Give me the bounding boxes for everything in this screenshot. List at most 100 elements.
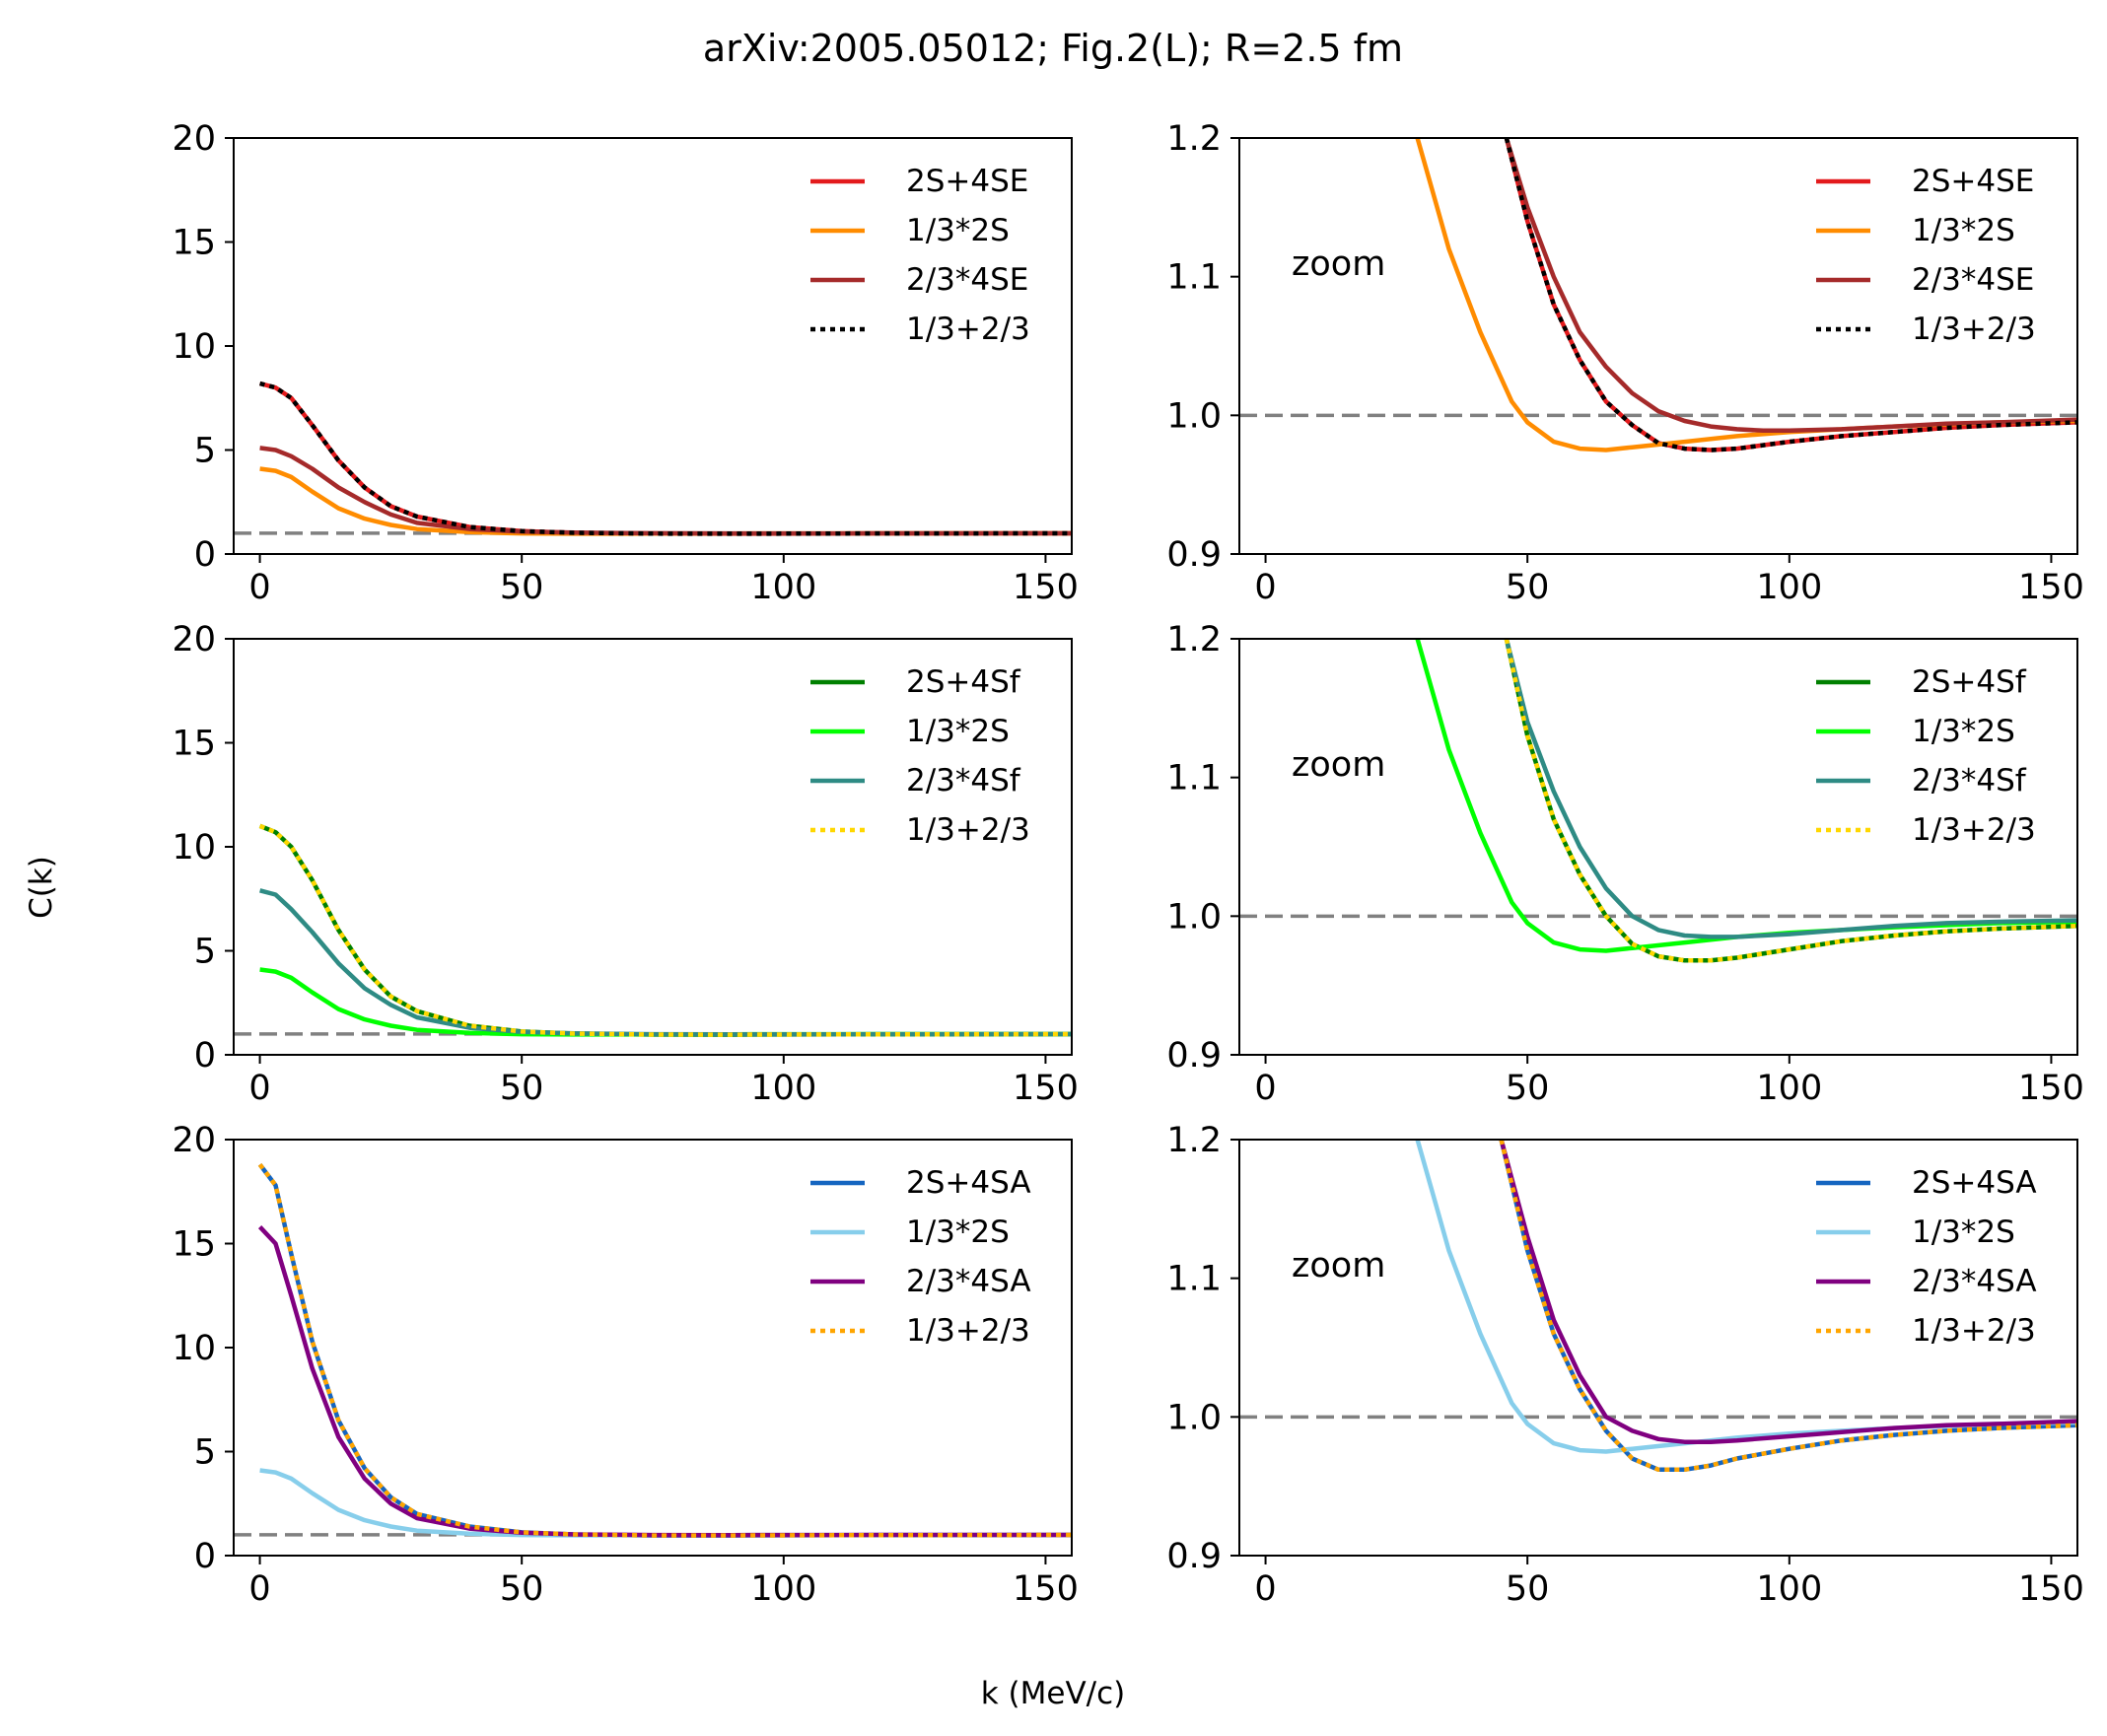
plot-frame: [233, 1139, 1073, 1557]
legend-label: 2S+4SA: [906, 1165, 1031, 1201]
y-tick-label: 0.9: [1166, 1036, 1222, 1076]
series-line: [259, 888, 1072, 1037]
y-tick-label: 1.0: [1166, 1398, 1222, 1437]
x-tick-label: 150: [1013, 1569, 1079, 1609]
x-tick-label: 50: [1506, 1069, 1550, 1108]
legend-label: 2S+4Sf: [1912, 664, 2027, 700]
legend-label: 1/3+2/3: [906, 1313, 1030, 1349]
legend-label: 2S+4SA: [1912, 1165, 2037, 1201]
legend-label: 2/3*4Sf: [1912, 763, 2027, 799]
y-tick-label: 0.9: [1166, 1537, 1222, 1576]
series-line: [1504, 639, 2077, 939]
series-line: [1504, 138, 2077, 434]
x-tick-label: 150: [2018, 1069, 2084, 1108]
x-tick-label: 100: [1756, 568, 1822, 607]
x-tick-label: 50: [1506, 568, 1550, 607]
figure-title: arXiv:2005.05012; Fig.2(L); R=2.5 fm: [703, 27, 1403, 70]
legend-label: 1/3+2/3: [1912, 1313, 2036, 1349]
x-tick-label: 0: [248, 1569, 270, 1609]
panel-row2-left: 0 50 100 150 0 5 10 15 20 2S+4Sf 1/3*2S 2/3*4Sf 1/3+…: [172, 620, 1078, 1108]
legend: 2S+4SA 1/3*2S 2/3*4SA 1/3+2/3: [1816, 1165, 2037, 1349]
x-tick-label: 0: [248, 1069, 270, 1108]
panel-row3-left: 0 50 100 150 0 5 10 15 20 2S+4SA 1/3*2S 2/3*4SA 1/3+…: [172, 1121, 1078, 1609]
y-tick-label: 0.9: [1166, 535, 1222, 575]
series-line: [259, 446, 1072, 536]
x-tick-label: 150: [2018, 1569, 2084, 1609]
y-tick-label: 5: [194, 933, 216, 972]
plot-frame: [1238, 638, 2078, 1056]
legend-label: 1/3+2/3: [1912, 812, 2036, 848]
x-tick-label: 50: [500, 1569, 544, 1609]
legend-label: 1/3*2S: [1912, 714, 2015, 749]
zoom-annotation: zoom: [1292, 1246, 1385, 1285]
x-tick-label: 50: [500, 1069, 544, 1108]
y-tick-label: 0: [194, 1036, 216, 1076]
y-tick-label: 15: [172, 224, 216, 263]
legend-label: 2/3*4SE: [1912, 262, 2034, 298]
legend-label: 2/3*4SA: [1912, 1264, 2037, 1299]
y-tick-label: 10: [172, 327, 216, 367]
zoom-annotation: zoom: [1292, 244, 1385, 284]
legend-label: 1/3*2S: [1912, 1215, 2015, 1250]
x-tick-label: 50: [1506, 1569, 1550, 1609]
x-tick-label: 0: [248, 568, 270, 607]
x-tick-label: 150: [2018, 568, 2084, 607]
x-tick-label: 100: [750, 1069, 816, 1108]
zoom-annotation: zoom: [1292, 745, 1385, 785]
legend: 2S+4Sf 1/3*2S 2/3*4Sf 1/3+2/3: [1816, 664, 2036, 848]
legend-label: 2/3*4SE: [906, 262, 1028, 298]
y-tick-label: 1.1: [1166, 759, 1222, 799]
legend: 2S+4SE 1/3*2S 2/3*4SE 1/3+2/3: [810, 164, 1030, 347]
x-axis-label: k (MeV/c): [981, 1676, 1126, 1711]
legend: 2S+4SE 1/3*2S 2/3*4SE 1/3+2/3: [1816, 164, 2036, 347]
legend: 2S+4SA 1/3*2S 2/3*4SA 1/3+2/3: [810, 1165, 1031, 1349]
y-tick-label: 1.2: [1166, 119, 1222, 159]
y-tick-label: 1.1: [1166, 258, 1222, 298]
panel-row2-right: 0 50 100 150 0.9 1.0 1.1 1.2 zoom 2S+4Sf 1/3*2S 2/3…: [1166, 620, 2084, 1108]
x-tick-label: 50: [500, 568, 544, 607]
legend-label: 1/3*2S: [906, 213, 1010, 248]
y-tick-label: 0: [194, 535, 216, 575]
series-line: [257, 1162, 1072, 1538]
panel-row3-right: 0 50 100 150 0.9 1.0 1.1 1.2 zoom 2S+4SA 1/3*2S 2/3…: [1166, 1121, 2084, 1609]
legend: 2S+4Sf 1/3*2S 2/3*4Sf 1/3+2/3: [810, 664, 1030, 848]
legend-label: 1/3*2S: [906, 1215, 1010, 1250]
y-tick-label: 20: [172, 620, 216, 660]
legend-label: 2S+4SE: [1912, 164, 2034, 199]
x-tick-label: 150: [1013, 1069, 1079, 1108]
y-tick-label: 15: [172, 725, 216, 764]
legend-label: 1/3+2/3: [1912, 312, 2036, 347]
x-tick-label: 100: [1756, 1069, 1822, 1108]
y-tick-label: 15: [172, 1225, 216, 1265]
series-line: [259, 381, 1072, 536]
series-line: [259, 967, 1072, 1037]
plot-frame: [1238, 137, 2078, 555]
x-tick-label: 150: [1013, 568, 1079, 607]
panels: 0 50 100 150051015202S+4SE1/3*2S2/3*4SE1/3+…: [172, 119, 2083, 1609]
legend-label: 2S+4Sf: [906, 664, 1021, 700]
y-tick-label: 20: [172, 119, 216, 159]
y-tick-label: 1.2: [1166, 1121, 1222, 1160]
legend-label: 2/3*4SA: [906, 1264, 1031, 1299]
series-line: [1504, 138, 2077, 452]
y-tick-label: 1.2: [1166, 620, 1222, 660]
panel-row1-right: 0 50 100 150 0.9 1.0 1.1 1.2 zoom 2S+4SE 1/3*2S 2/3…: [1166, 119, 2084, 607]
legend-label: 2/3*4Sf: [906, 763, 1021, 799]
legend-label: 1/3+2/3: [906, 812, 1030, 848]
series-line: [259, 1468, 1072, 1538]
x-tick-label: 0: [1254, 1069, 1276, 1108]
y-tick-label: 20: [172, 1121, 216, 1160]
y-tick-label: 0: [194, 1537, 216, 1576]
series-line: [258, 823, 1072, 1037]
plot-frame: [233, 137, 1073, 555]
panel-row1-left: 0 50 100 150 0 5 10 15 20 2S+4SE 1/3*2S 2/3*4SE 1/3+…: [172, 119, 1078, 607]
series-line: [1415, 1140, 2077, 1454]
plot-frame: [1238, 1139, 2078, 1557]
y-tick-label: 10: [172, 828, 216, 868]
x-tick-label: 0: [1254, 1569, 1276, 1609]
y-tick-label: 1.1: [1166, 1260, 1222, 1299]
series-line: [1499, 1140, 2077, 1473]
y-tick-label: 5: [194, 1433, 216, 1473]
legend-label: 1/3*2S: [1912, 213, 2015, 248]
